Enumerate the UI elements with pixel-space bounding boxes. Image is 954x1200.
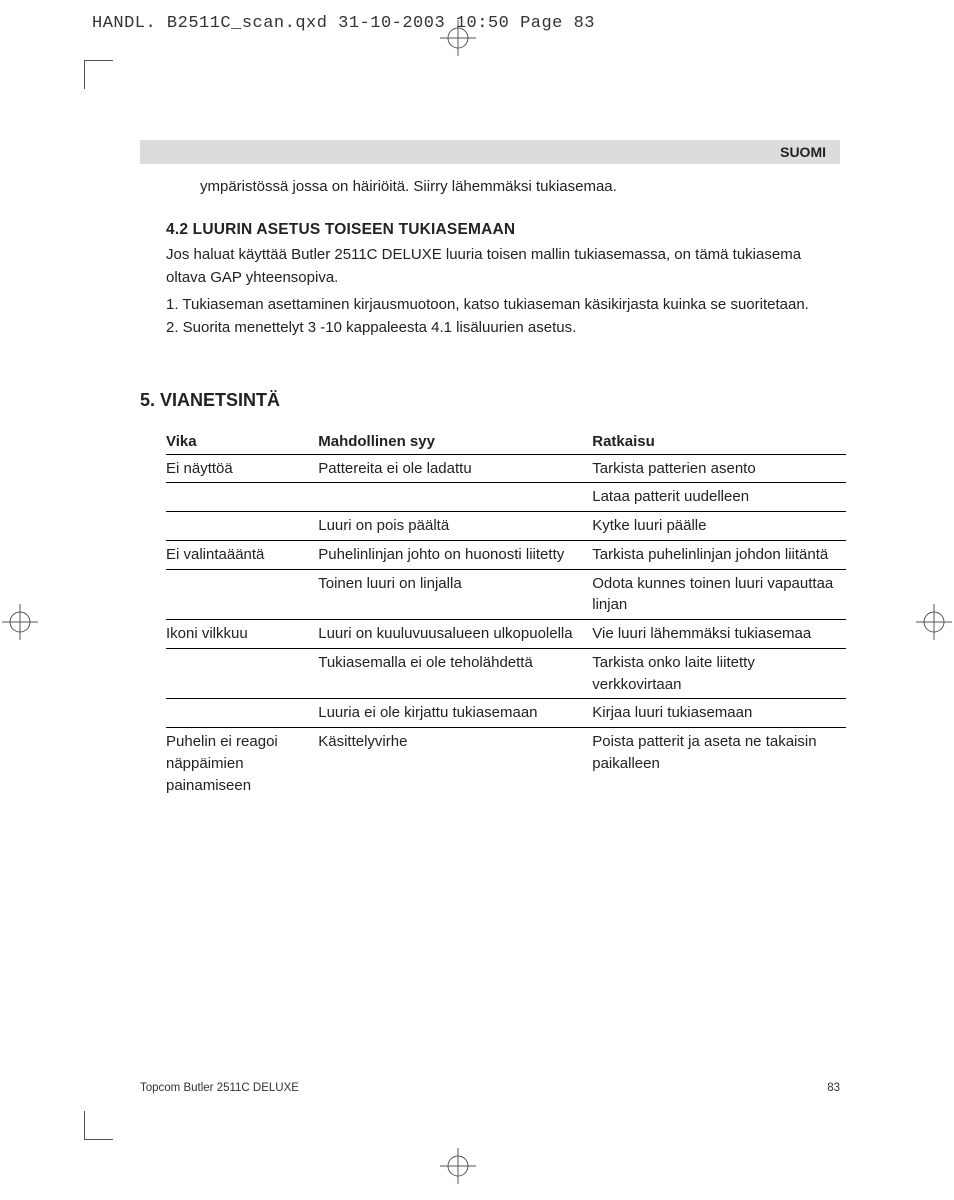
list-item: 1. Tukiaseman asettaminen kirjausmuotoon… [166,293,840,316]
table-row: Toinen luuri on linjallaOdota kunnes toi… [166,569,846,620]
list-item: 2. Suorita menettelyt 3 -10 kappaleesta … [166,316,840,339]
table-row: Lataa patterit uudelleen [166,483,846,512]
table-cell [166,648,318,699]
table-cell: Tarkista patterien asento [592,454,846,483]
table-cell: Ei valintaääntä [166,540,318,569]
table-cell [318,483,592,512]
table-cell: Pattereita ei ole ladattu [318,454,592,483]
table-cell: Kirjaa luuri tukiasemaan [592,699,846,728]
continuation-paragraph: ympäristössä jossa on häiriöitä. Siirry … [200,176,840,199]
table-header: Vika [166,431,318,455]
table-row: Puhelin ei reagoi näppäimien painamiseen… [166,728,846,800]
troubleshooting-table: Vika Mahdollinen syy Ratkaisu Ei näyttöä… [166,431,846,800]
registration-mark-icon [916,604,952,640]
section-5-heading: 5. VIANETSINTÄ [140,390,840,411]
language-bar: SUOMI [140,140,840,164]
table-row: Tukiasemalla ei ole teholähdettäTarkista… [166,648,846,699]
table-header-row: Vika Mahdollinen syy Ratkaisu [166,431,846,455]
table-row: Luuria ei ole kirjattu tukiasemaanKirjaa… [166,699,846,728]
table-cell: Luuria ei ole kirjattu tukiasemaan [318,699,592,728]
language-label: SUOMI [780,144,826,160]
table-cell: Tarkista onko laite liitetty verkkovirta… [592,648,846,699]
footer-page-number: 83 [827,1082,840,1094]
table-row: Ei valintaääntäPuhelinlinjan johto on hu… [166,540,846,569]
table-row: Ikoni vilkkuuLuuri on kuuluvuusalueen ul… [166,620,846,649]
registration-mark-icon [2,604,38,640]
table-cell: Tarkista puhelinlinjan johdon liitäntä [592,540,846,569]
crop-mark-icon [84,60,113,89]
table-cell: Ei näyttöä [166,454,318,483]
page-content: SUOMI ympäristössä jossa on häiriöitä. S… [140,140,840,799]
table-cell: Luuri on kuuluvuusalueen ulkopuolella [318,620,592,649]
table-header: Mahdollinen syy [318,431,592,455]
table-cell: Puhelinlinjan johto on huonosti liitetty [318,540,592,569]
table-cell: Tukiasemalla ei ole teholähdettä [318,648,592,699]
table-row: Ei näyttöäPattereita ei ole ladattuTarki… [166,454,846,483]
table-cell: Odota kunnes toinen luuri vapauttaa linj… [592,569,846,620]
table-cell [166,569,318,620]
scan-header-line: HANDL. B2511C_scan.qxd 31-10-2003 10:50 … [92,14,595,33]
table-cell: Lataa patterit uudelleen [592,483,846,512]
table-cell: Luuri on pois päältä [318,512,592,541]
table-cell: Toinen luuri on linjalla [318,569,592,620]
table-cell: Ikoni vilkkuu [166,620,318,649]
table-row: Luuri on pois päältäKytke luuri päälle [166,512,846,541]
table-cell: Puhelin ei reagoi näppäimien painamiseen [166,728,318,800]
footer-product: Topcom Butler 2511C DELUXE [140,1082,299,1094]
table-cell: Vie luuri lähemmäksi tukiasemaa [592,620,846,649]
crop-mark-icon [84,1111,113,1140]
table-header: Ratkaisu [592,431,846,455]
registration-mark-icon [440,1148,476,1184]
section-4-2-heading: 4.2 LUURIN ASETUS TOISEEN TUKIASEMAAN [166,221,840,239]
page-footer: Topcom Butler 2511C DELUXE 83 [140,1082,840,1094]
table-cell [166,512,318,541]
table-cell: Käsittelyvirhe [318,728,592,800]
table-cell: Poista patterit ja aseta ne takaisin pai… [592,728,846,800]
section-4-2-intro: Jos haluat käyttää Butler 2511C DELUXE l… [166,243,840,290]
table-cell: Kytke luuri päälle [592,512,846,541]
table-cell [166,483,318,512]
table-cell [166,699,318,728]
